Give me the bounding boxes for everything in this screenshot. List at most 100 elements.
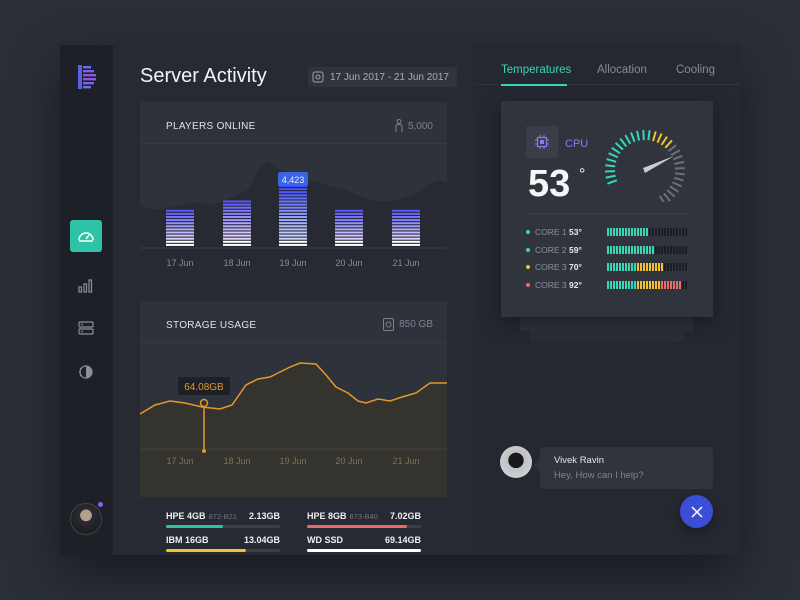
core-load-segment bbox=[619, 245, 621, 254]
core-load-segment bbox=[667, 263, 669, 271]
disk-value: 2.13GB bbox=[248, 511, 280, 521]
speedometer-icon bbox=[78, 232, 94, 242]
gauge-tick bbox=[670, 149, 681, 157]
notification-dot bbox=[96, 500, 105, 509]
players-bar-segment bbox=[166, 228, 194, 231]
players-bar-segment bbox=[279, 188, 307, 191]
active-tab-indicator bbox=[501, 84, 567, 86]
disk-value: 69.14GB bbox=[384, 535, 421, 545]
core-status-dot bbox=[526, 247, 530, 252]
players-bar-segment bbox=[166, 234, 194, 237]
players-bar-segment bbox=[335, 225, 363, 228]
storage-chart: 64.08GB 17 Jun 18 Jun 19 Jun 20 Jun 21 J… bbox=[140, 362, 447, 497]
players-chart: 4,423 17 Jun 18 Jun 19 Jun 20 Jun 21 Jun bbox=[140, 162, 447, 288]
disk-usage-bar bbox=[307, 549, 421, 552]
players-bar-segment bbox=[335, 234, 363, 237]
disk-item[interactable]: HPE 4GB 872-B21 2.13GB bbox=[166, 511, 280, 528]
storage-title: STORAGE USAGE bbox=[166, 320, 257, 331]
user-avatar[interactable] bbox=[70, 500, 105, 535]
divider bbox=[526, 213, 688, 214]
players-bar-segment bbox=[279, 212, 307, 215]
core-load-segment bbox=[640, 245, 642, 254]
storage-total: 850 GB bbox=[383, 318, 433, 331]
core-load-segment bbox=[682, 245, 684, 254]
core-load-segment bbox=[619, 280, 621, 289]
tab-allocation[interactable]: Allocation bbox=[597, 64, 647, 76]
players-bar-segment bbox=[223, 212, 251, 215]
core-load-segment bbox=[679, 280, 681, 289]
nav-servers[interactable] bbox=[70, 312, 102, 344]
nav-dashboard[interactable] bbox=[70, 220, 102, 252]
players-bar-segment bbox=[279, 231, 307, 234]
core-load-segment bbox=[661, 280, 663, 289]
players-day-label: 17 Jun bbox=[166, 258, 193, 268]
gauge-tick bbox=[659, 195, 665, 202]
players-bar-segment bbox=[335, 237, 363, 240]
core-load-segment bbox=[646, 228, 648, 236]
core-load-segment bbox=[676, 263, 678, 271]
tab-cooling[interactable]: Cooling bbox=[676, 64, 715, 76]
storage-day-label: 21 Jun bbox=[392, 456, 419, 466]
disk-name: HPE 4GB bbox=[166, 511, 206, 521]
core-load-segment bbox=[661, 263, 663, 271]
disk-name: IBM 16GB bbox=[166, 535, 209, 545]
core-load-segment bbox=[637, 280, 639, 289]
storage-marker[interactable] bbox=[199, 398, 209, 408]
core-load-segment bbox=[643, 245, 645, 254]
core-load-segment bbox=[676, 245, 678, 254]
disk-item[interactable]: IBM 16GB 13.04GB bbox=[166, 535, 280, 552]
core-temperature: 53° bbox=[569, 227, 582, 237]
cpu-chip-icon bbox=[526, 126, 558, 158]
chat-avatar bbox=[500, 446, 532, 478]
divider bbox=[140, 342, 447, 343]
players-bar-segment bbox=[392, 216, 420, 218]
nav-cooling[interactable] bbox=[70, 356, 102, 388]
players-bar-segment bbox=[279, 219, 307, 222]
person-icon bbox=[395, 119, 403, 132]
storage-tooltip-value: 64.08GB bbox=[184, 382, 224, 393]
core-load-segment bbox=[607, 245, 609, 254]
core-load-segment bbox=[682, 280, 684, 289]
players-title: PLAYERS ONLINE bbox=[166, 121, 256, 132]
close-chat-button[interactable] bbox=[680, 495, 713, 528]
core-load-segment bbox=[631, 245, 633, 254]
players-bar-segment bbox=[223, 219, 251, 222]
core-load-segment bbox=[616, 228, 618, 236]
core-name: CORE 2 bbox=[535, 244, 567, 255]
core-load-segment bbox=[628, 263, 630, 271]
nav-stats[interactable] bbox=[70, 270, 102, 302]
disk-item[interactable]: HPE 8GB 873-B40 7.02GB bbox=[307, 511, 421, 528]
core-load-segment bbox=[643, 263, 645, 271]
players-bar-segment bbox=[166, 219, 194, 222]
core-load-segment bbox=[664, 280, 666, 289]
tab-temperatures[interactable]: Temperatures bbox=[501, 64, 572, 76]
players-bar-segment bbox=[223, 203, 251, 206]
core-load-segment bbox=[667, 280, 669, 289]
dashboard-window: Server Activity 17 Jun 2017 - 21 Jun 201… bbox=[60, 45, 740, 555]
players-bar-segment bbox=[166, 216, 194, 218]
core-load-segment bbox=[685, 263, 687, 271]
disk-usage-bar bbox=[166, 525, 280, 528]
core-load-segment bbox=[622, 263, 624, 271]
players-bar-segment bbox=[335, 243, 363, 246]
gauge-needle bbox=[643, 156, 674, 173]
date-range-picker[interactable]: 17 Jun 2017 - 21 Jun 2017 bbox=[308, 67, 457, 87]
players-bar-segment bbox=[223, 243, 251, 246]
players-bar-segment bbox=[279, 206, 307, 209]
players-bar-segment bbox=[392, 237, 420, 240]
core-temperature: 92° bbox=[569, 279, 582, 290]
gauge-tick bbox=[660, 136, 668, 146]
players-bar-segment bbox=[392, 231, 420, 234]
core-load-segment bbox=[610, 228, 612, 236]
players-bar-segment bbox=[335, 228, 363, 231]
core-load-segment bbox=[679, 263, 681, 271]
core-load-segment bbox=[685, 280, 687, 289]
gauge-tick bbox=[624, 134, 632, 145]
core-temperature: 70° bbox=[569, 262, 582, 272]
degree-symbol: ° bbox=[579, 166, 586, 183]
core-load-segment bbox=[685, 228, 687, 236]
disk-name: HPE 8GB bbox=[307, 511, 347, 521]
core-load-segment bbox=[685, 245, 687, 254]
disk-item[interactable]: WD SSD 69.14GB bbox=[307, 535, 421, 552]
disk-code: 873-B40 bbox=[349, 512, 378, 521]
